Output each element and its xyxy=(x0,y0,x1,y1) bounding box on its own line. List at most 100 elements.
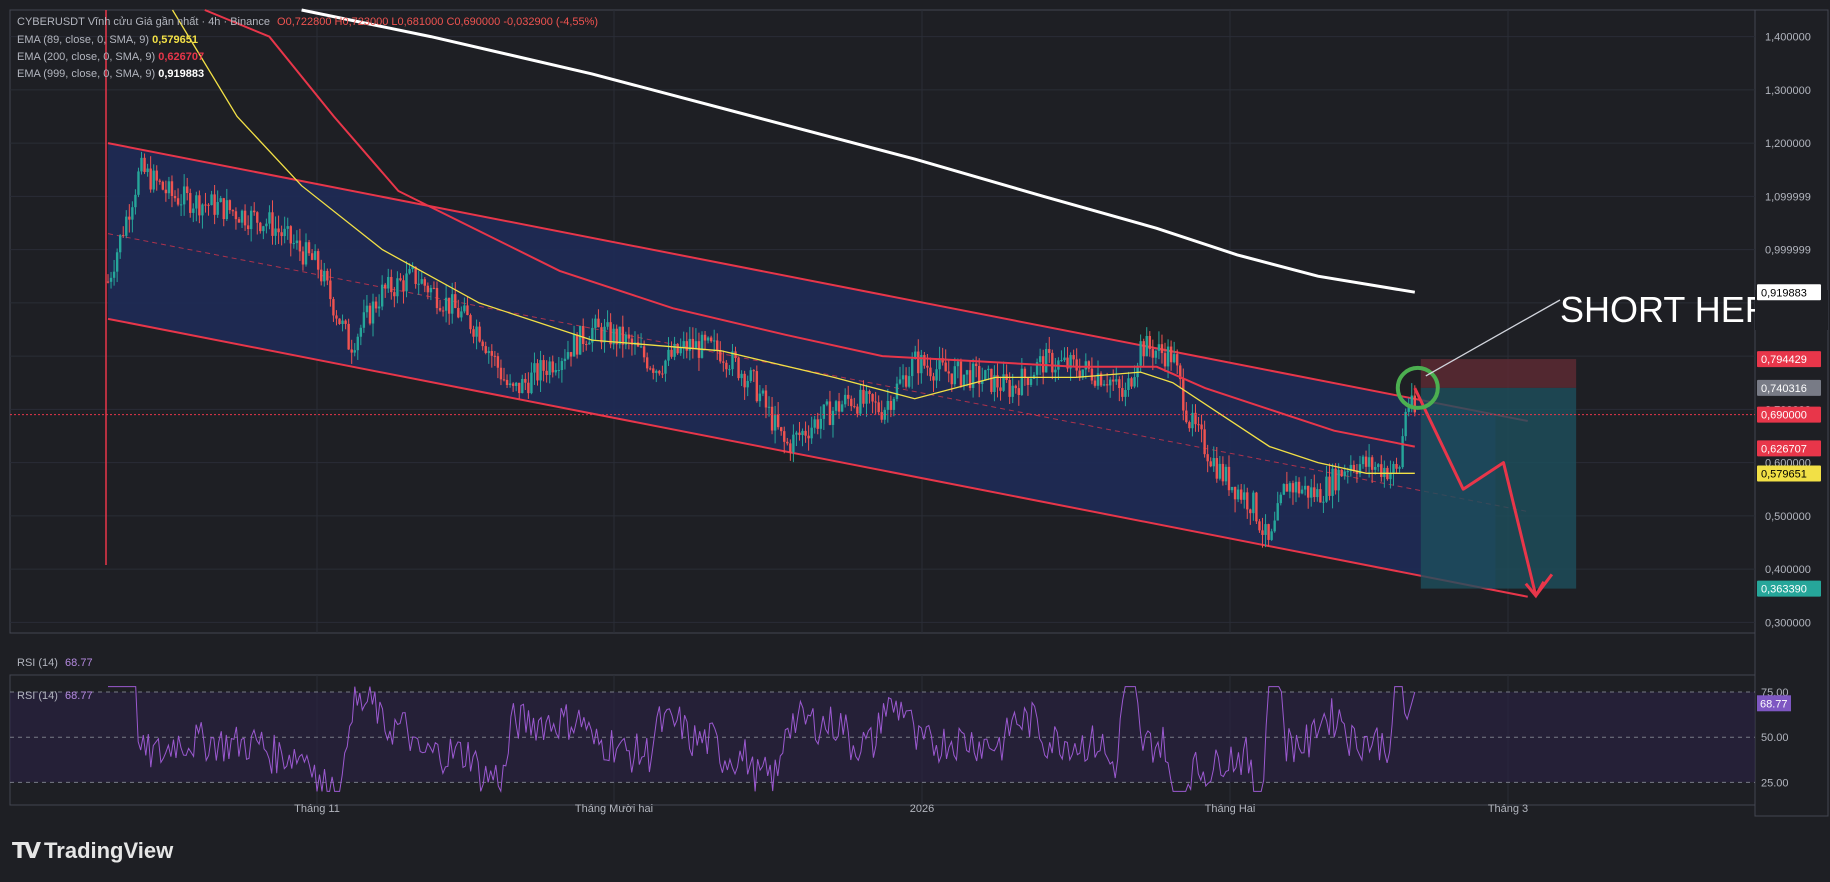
candle-body xyxy=(447,297,451,314)
candle-body xyxy=(490,351,494,356)
candle-body xyxy=(642,346,646,358)
candle-body xyxy=(466,305,469,316)
candle-body xyxy=(164,189,168,194)
rsi-legend[interactable]: RSI (14) 68.77 xyxy=(17,690,93,702)
candle-body xyxy=(463,305,466,312)
candle-body xyxy=(368,305,372,324)
symbol-legend[interactable]: CYBERUSDT Vĩnh cửu Giá gần nhất · 4h · B… xyxy=(17,16,598,28)
candle-body xyxy=(429,287,433,293)
candle-body xyxy=(834,401,838,411)
candle-body xyxy=(585,344,588,346)
candle-body xyxy=(493,355,497,357)
candle-body xyxy=(533,363,536,373)
candle-body xyxy=(563,358,567,362)
ema999-legend[interactable]: EMA (999, close, 0, SMA, 9) 0,919883 xyxy=(17,68,204,80)
candle-body xyxy=(362,312,366,328)
candle-body xyxy=(1322,501,1325,503)
take-profit-zone xyxy=(1420,387,1577,589)
ema200-legend[interactable]: EMA (200, close, 0, SMA, 9) 0,626707 xyxy=(17,51,204,63)
candle-body xyxy=(1303,485,1307,490)
candle-body xyxy=(1319,489,1322,503)
candle-body xyxy=(527,382,530,394)
candle-body xyxy=(630,338,634,345)
candle-body xyxy=(1020,368,1024,396)
price-label-text: 0,626707 xyxy=(1761,443,1807,455)
candle-body xyxy=(950,373,953,385)
candles xyxy=(106,151,1416,548)
candle-body xyxy=(1045,349,1048,373)
candle-body xyxy=(384,284,387,289)
candle-body xyxy=(380,284,384,307)
candle-body xyxy=(603,326,606,343)
candle-body xyxy=(451,294,454,314)
candle-body xyxy=(1337,469,1340,491)
candle-body xyxy=(390,276,393,293)
ema89-legend[interactable]: EMA (89, close, 0, SMA, 9) 0,579651 xyxy=(17,34,198,46)
candle-body xyxy=(795,432,798,435)
candle-body xyxy=(301,251,305,265)
candle-body xyxy=(399,278,402,281)
candle-body xyxy=(938,358,941,370)
candle-body xyxy=(350,349,353,353)
rsi-level-label: 25.00 xyxy=(1761,777,1789,789)
candle-body xyxy=(694,341,698,349)
candle-body xyxy=(1404,411,1407,437)
candle-body xyxy=(213,194,216,215)
candle-body xyxy=(198,195,201,216)
candle-body xyxy=(292,243,296,245)
annotation-leader-line xyxy=(1425,299,1561,377)
candle-body xyxy=(1407,405,1410,412)
rsi-legend-top[interactable]: RSI (14) 68.77 xyxy=(17,657,93,669)
candle-body xyxy=(974,363,978,367)
candle-body xyxy=(469,315,472,330)
candle-body xyxy=(670,349,673,357)
candle-body xyxy=(649,368,652,370)
candle-body xyxy=(618,326,621,345)
candle-body xyxy=(1410,395,1413,406)
candle-body xyxy=(990,368,993,392)
candle-body xyxy=(725,362,728,370)
candle-body xyxy=(1395,464,1398,469)
candle-body xyxy=(737,358,740,379)
candle-body xyxy=(709,337,713,342)
candle-body xyxy=(889,400,893,410)
candle-body xyxy=(837,401,841,412)
candle-body xyxy=(438,308,442,311)
candle-body xyxy=(521,378,524,394)
tradingview-brand[interactable]: 𝗧𝗩 TradingView xyxy=(12,838,173,864)
candle-body xyxy=(524,378,527,383)
candle-body xyxy=(402,280,405,292)
candle-body xyxy=(825,401,829,405)
candle-body xyxy=(661,373,664,375)
candle-body xyxy=(786,441,789,444)
candle-body xyxy=(393,292,396,297)
candle-body xyxy=(353,350,356,353)
candle-body xyxy=(853,406,856,408)
candle-body xyxy=(895,383,899,399)
x-tick-label: Tháng Hai xyxy=(1205,803,1256,815)
candle-body xyxy=(192,208,195,213)
candle-body xyxy=(423,279,426,286)
price-label-box xyxy=(1757,465,1821,482)
candle-body xyxy=(396,278,399,297)
candle-body xyxy=(1136,365,1139,378)
candle-body xyxy=(746,380,749,388)
candle-body xyxy=(758,393,762,402)
candle-body xyxy=(993,375,996,392)
candle-body xyxy=(609,322,612,345)
candle-body xyxy=(655,370,658,373)
candle-body xyxy=(1185,410,1188,423)
candle-body xyxy=(978,366,981,385)
candle-body xyxy=(847,394,850,399)
candle-body xyxy=(554,370,557,373)
candle-body xyxy=(700,334,704,358)
rsi-value: 68.77 xyxy=(65,657,93,669)
price-label-box xyxy=(1757,284,1821,301)
candle-body xyxy=(792,434,795,453)
candle-body xyxy=(341,320,344,324)
candle-body xyxy=(1008,379,1011,397)
candle-body xyxy=(152,170,155,190)
short-annotation: SHORT HER xyxy=(1560,289,1771,330)
